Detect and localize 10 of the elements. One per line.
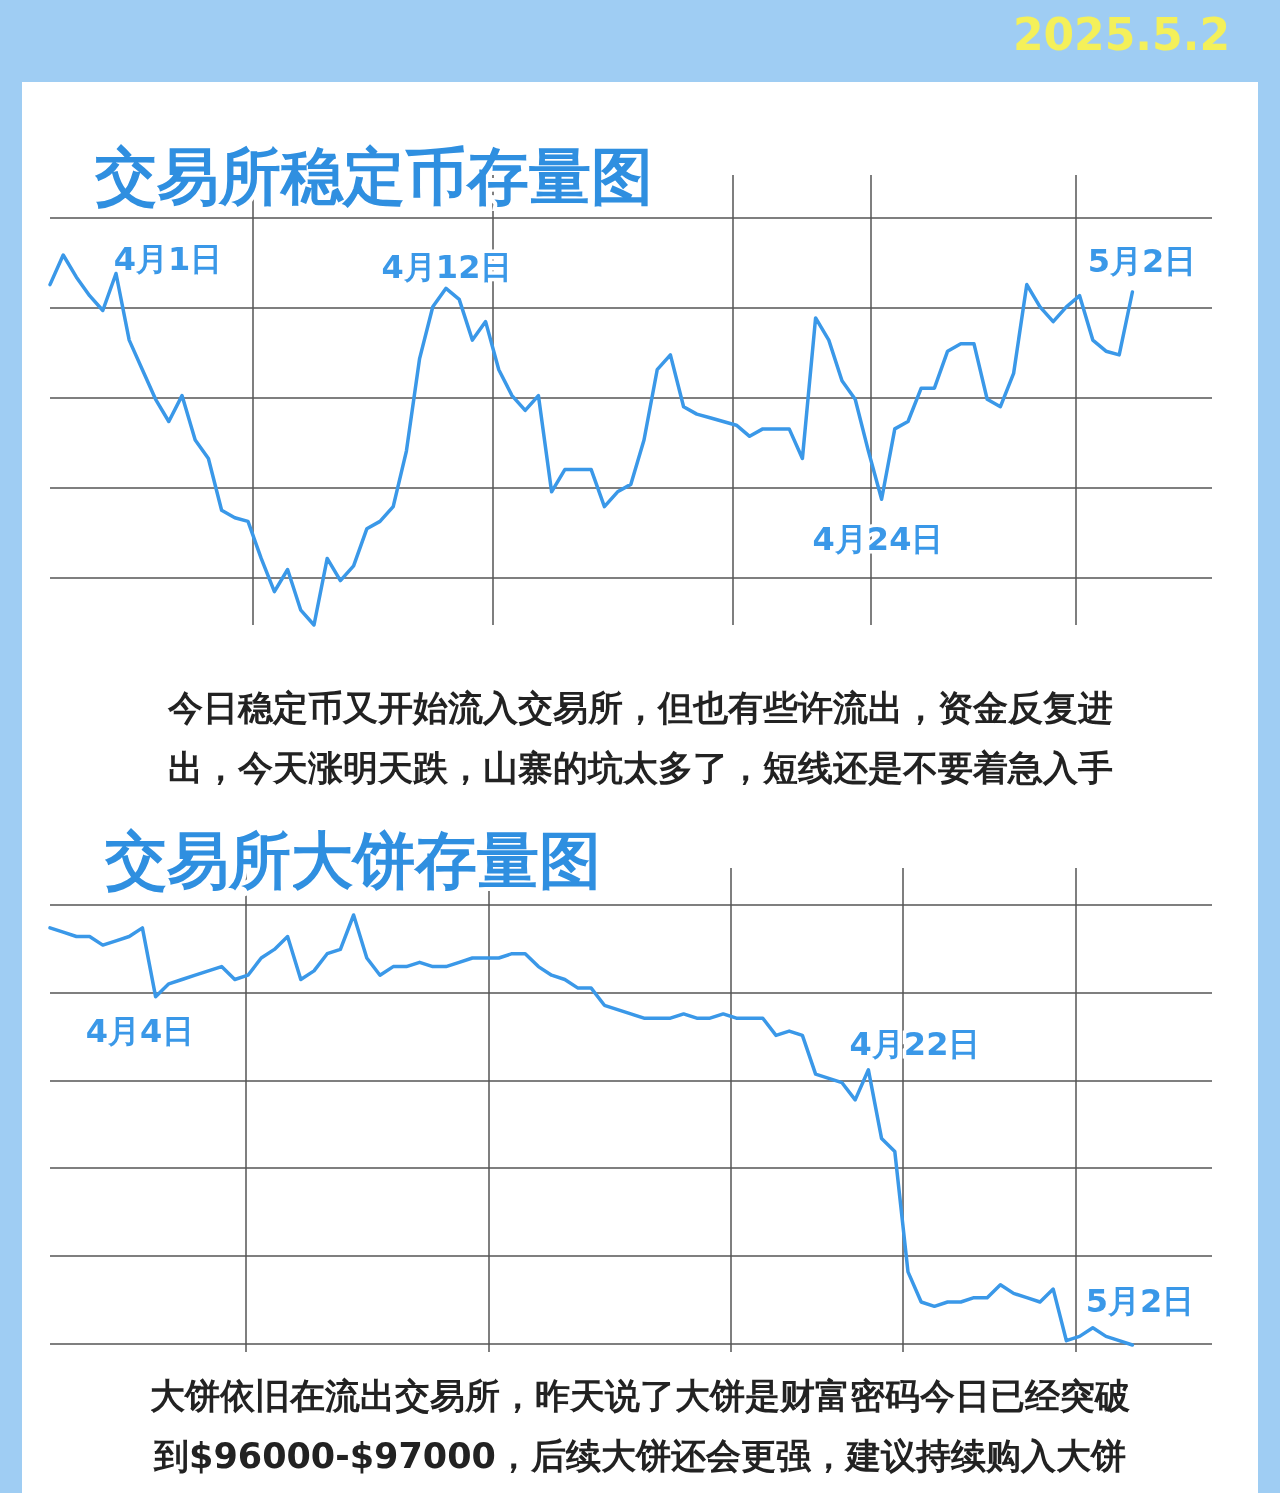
- chart-title: 交易所稳定币存量图: [94, 140, 653, 213]
- chart-title: 交易所大饼存量图: [104, 824, 601, 897]
- annotation: 5月2日: [1085, 1282, 1195, 1320]
- annotation: 4月1日: [113, 240, 223, 278]
- text: 今日稳定币又开始流入交易所，但也有些许流出，资金反复进出，今天涨明天跌，山寨的坑太多了，短线还是不要着急入手: [166, 688, 1113, 788]
- chart-subtitle: 2025.5.2: [1012, 9, 1230, 60]
- annotation: 4月4日: [85, 1012, 195, 1050]
- annotation: 5月2日: [1087, 242, 1197, 280]
- text: 大饼依旧在流出交易所，昨天说了大饼是财富密码今日已经突破到$96000-$97000，后续大饼还会更强，建议持续购入大饼: [150, 1376, 1130, 1476]
- annotation: 4月22日: [849, 1025, 981, 1063]
